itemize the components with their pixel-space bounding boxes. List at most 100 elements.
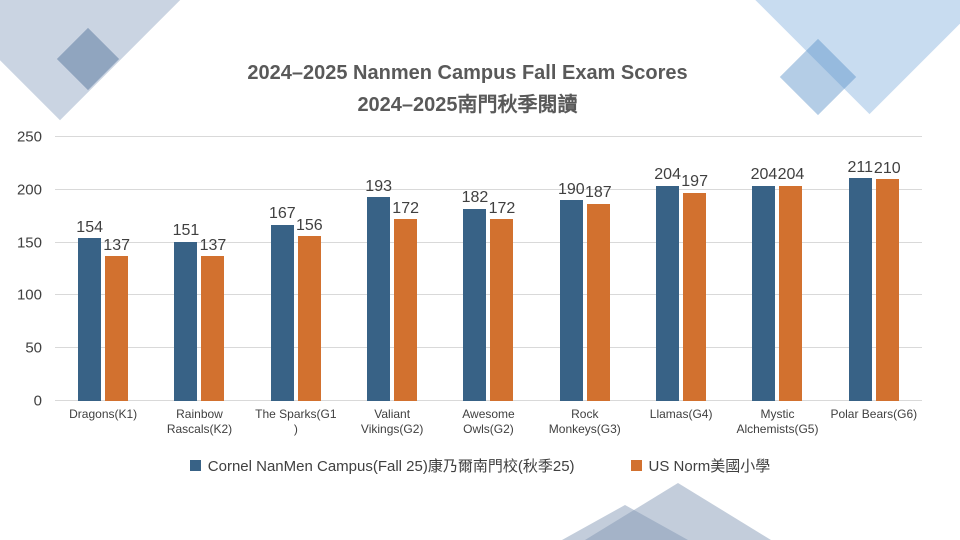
bar-slot: 204: [750, 137, 778, 401]
x-axis: Dragons(K1) Rainbow Rascals(K2) The Sparks(…: [55, 407, 922, 437]
bar-value-label: 211: [847, 158, 874, 176]
bar-value-label: 204: [654, 165, 681, 183]
legend-item-campus: Cornel NanMen Campus(Fall 25)康乃爾南門校(秋季25…: [189, 455, 575, 476]
x-tick-label: Rock Monkeys(G3): [548, 407, 621, 436]
legend-swatch-usnorm-icon: [630, 460, 642, 471]
gridline: [55, 400, 922, 401]
bar-slot: 182: [461, 137, 489, 401]
bar-value-label: 167: [268, 205, 296, 223]
bar-value-label: 193: [365, 177, 392, 195]
bar-slot: 156: [295, 137, 323, 401]
y-tick-label: 100: [16, 286, 42, 304]
x-tick-label: Llamas(G4): [649, 407, 713, 421]
bar: [105, 256, 129, 401]
bar-slot: 137: [103, 137, 131, 401]
bar-slot: 151: [172, 137, 200, 401]
bar-group: 151 137: [151, 137, 247, 401]
bar-slot: 172: [392, 137, 419, 401]
bar-value-label: 156: [295, 216, 323, 234]
bar-group: 154 137: [55, 137, 151, 401]
bar-group: 204 197: [633, 137, 729, 401]
bar-slot: 211: [847, 137, 874, 401]
bar-value-label: 182: [461, 189, 489, 207]
bar-value-label: 137: [199, 236, 227, 254]
bar-slot: 193: [365, 137, 392, 401]
bar-value-label: 204: [750, 165, 778, 183]
bar-group: 193 172: [344, 137, 440, 401]
gridline: [55, 136, 922, 137]
bar: [367, 197, 391, 401]
x-tick-label: Mystic Alchemists(G5): [736, 407, 819, 436]
bar-group: 190 187: [537, 137, 633, 401]
bar-group: 204 204: [729, 137, 825, 401]
bar: [586, 203, 610, 401]
chart-legend: Cornel NanMen Campus(Fall 25)康乃爾南門校(秋季25…: [0, 455, 960, 476]
x-tick-label: Dragons(K1): [69, 407, 138, 421]
y-tick-label: 150: [16, 234, 42, 252]
bar-value-label: 210: [873, 159, 901, 177]
bar-slot: 204: [654, 137, 681, 401]
bar-value-label: 154: [76, 218, 104, 236]
y-tick-label: 200: [16, 181, 42, 199]
y-axis: 0 50 100 150 200 250: [0, 130, 42, 409]
bar: [78, 238, 102, 401]
bar-value-label: 137: [103, 236, 131, 254]
bar-slot: 172: [488, 137, 516, 401]
bar-slot: 190: [557, 137, 585, 401]
chart-title-line-2: 2024–2025南門秋季閱讀: [357, 94, 578, 116]
y-tick-label: 0: [33, 392, 42, 410]
legend-label-campus: Cornel NanMen Campus(Fall 25)康乃爾南門校(秋季25…: [207, 458, 575, 475]
bar-slot: 154: [76, 137, 104, 401]
bar-slot: 187: [584, 137, 612, 401]
bar: [559, 200, 583, 401]
bar-slot: 210: [873, 137, 901, 401]
bar: [490, 219, 514, 401]
bar-value-label: 172: [392, 199, 419, 217]
bar-slot: 204: [777, 137, 805, 401]
bar-value-label: 172: [488, 199, 516, 217]
plot-area: 154 137 151 137 167 156 193 172 182 172 190 187 204 1…: [55, 136, 922, 401]
decor-triangle-bottom-large-icon: [585, 483, 771, 540]
gridline: [55, 241, 922, 243]
chart-title-line-1: 2024–2025 Nanmen Campus Fall Exam Scores: [247, 62, 688, 84]
bar: [848, 178, 872, 401]
bar-slot: 197: [681, 137, 708, 401]
legend-item-usnorm: US Norm美國小學: [630, 455, 771, 476]
bar: [270, 224, 294, 401]
legend-swatch-campus-icon: [189, 460, 201, 471]
decor-triangle-bottom-small-icon: [562, 505, 688, 540]
gridline: [55, 188, 922, 190]
bar: [779, 185, 803, 401]
bar-group: 167 156: [248, 137, 344, 401]
bar: [683, 192, 707, 401]
bar-value-label: 204: [777, 165, 805, 183]
gridline: [55, 347, 922, 349]
bar: [656, 185, 680, 401]
bar: [297, 236, 321, 401]
bar-group: 182 172: [440, 137, 536, 401]
x-tick-label: The Sparks(G1): [255, 407, 337, 436]
x-tick-label: Polar Bears(G6): [830, 407, 918, 421]
bar-value-label: 190: [557, 180, 585, 198]
bar: [201, 256, 225, 401]
bar: [875, 179, 899, 401]
bar-value-label: 187: [584, 183, 612, 201]
bar: [463, 208, 487, 401]
chart-title: 2024–2025 Nanmen Campus Fall Exam Scores…: [0, 57, 935, 121]
bar: [752, 185, 776, 401]
bar-value-label: 197: [681, 173, 708, 191]
y-tick-label: 50: [25, 339, 42, 357]
x-tick-label: Valiant Vikings(G2): [360, 407, 424, 436]
gridline: [55, 294, 922, 296]
legend-label-usnorm: US Norm美國小學: [648, 458, 771, 475]
x-tick-label: Rainbow Rascals(K2): [166, 407, 233, 436]
bar: [394, 219, 418, 401]
bar-value-label: 151: [172, 221, 200, 239]
bar: [174, 241, 198, 401]
bar-slot: 167: [268, 137, 296, 401]
y-tick-label: 250: [16, 128, 42, 146]
bar-slot: 137: [199, 137, 227, 401]
x-tick-label: Awesome Owls(G2): [462, 407, 515, 436]
bar-group: 211 210: [826, 137, 922, 401]
